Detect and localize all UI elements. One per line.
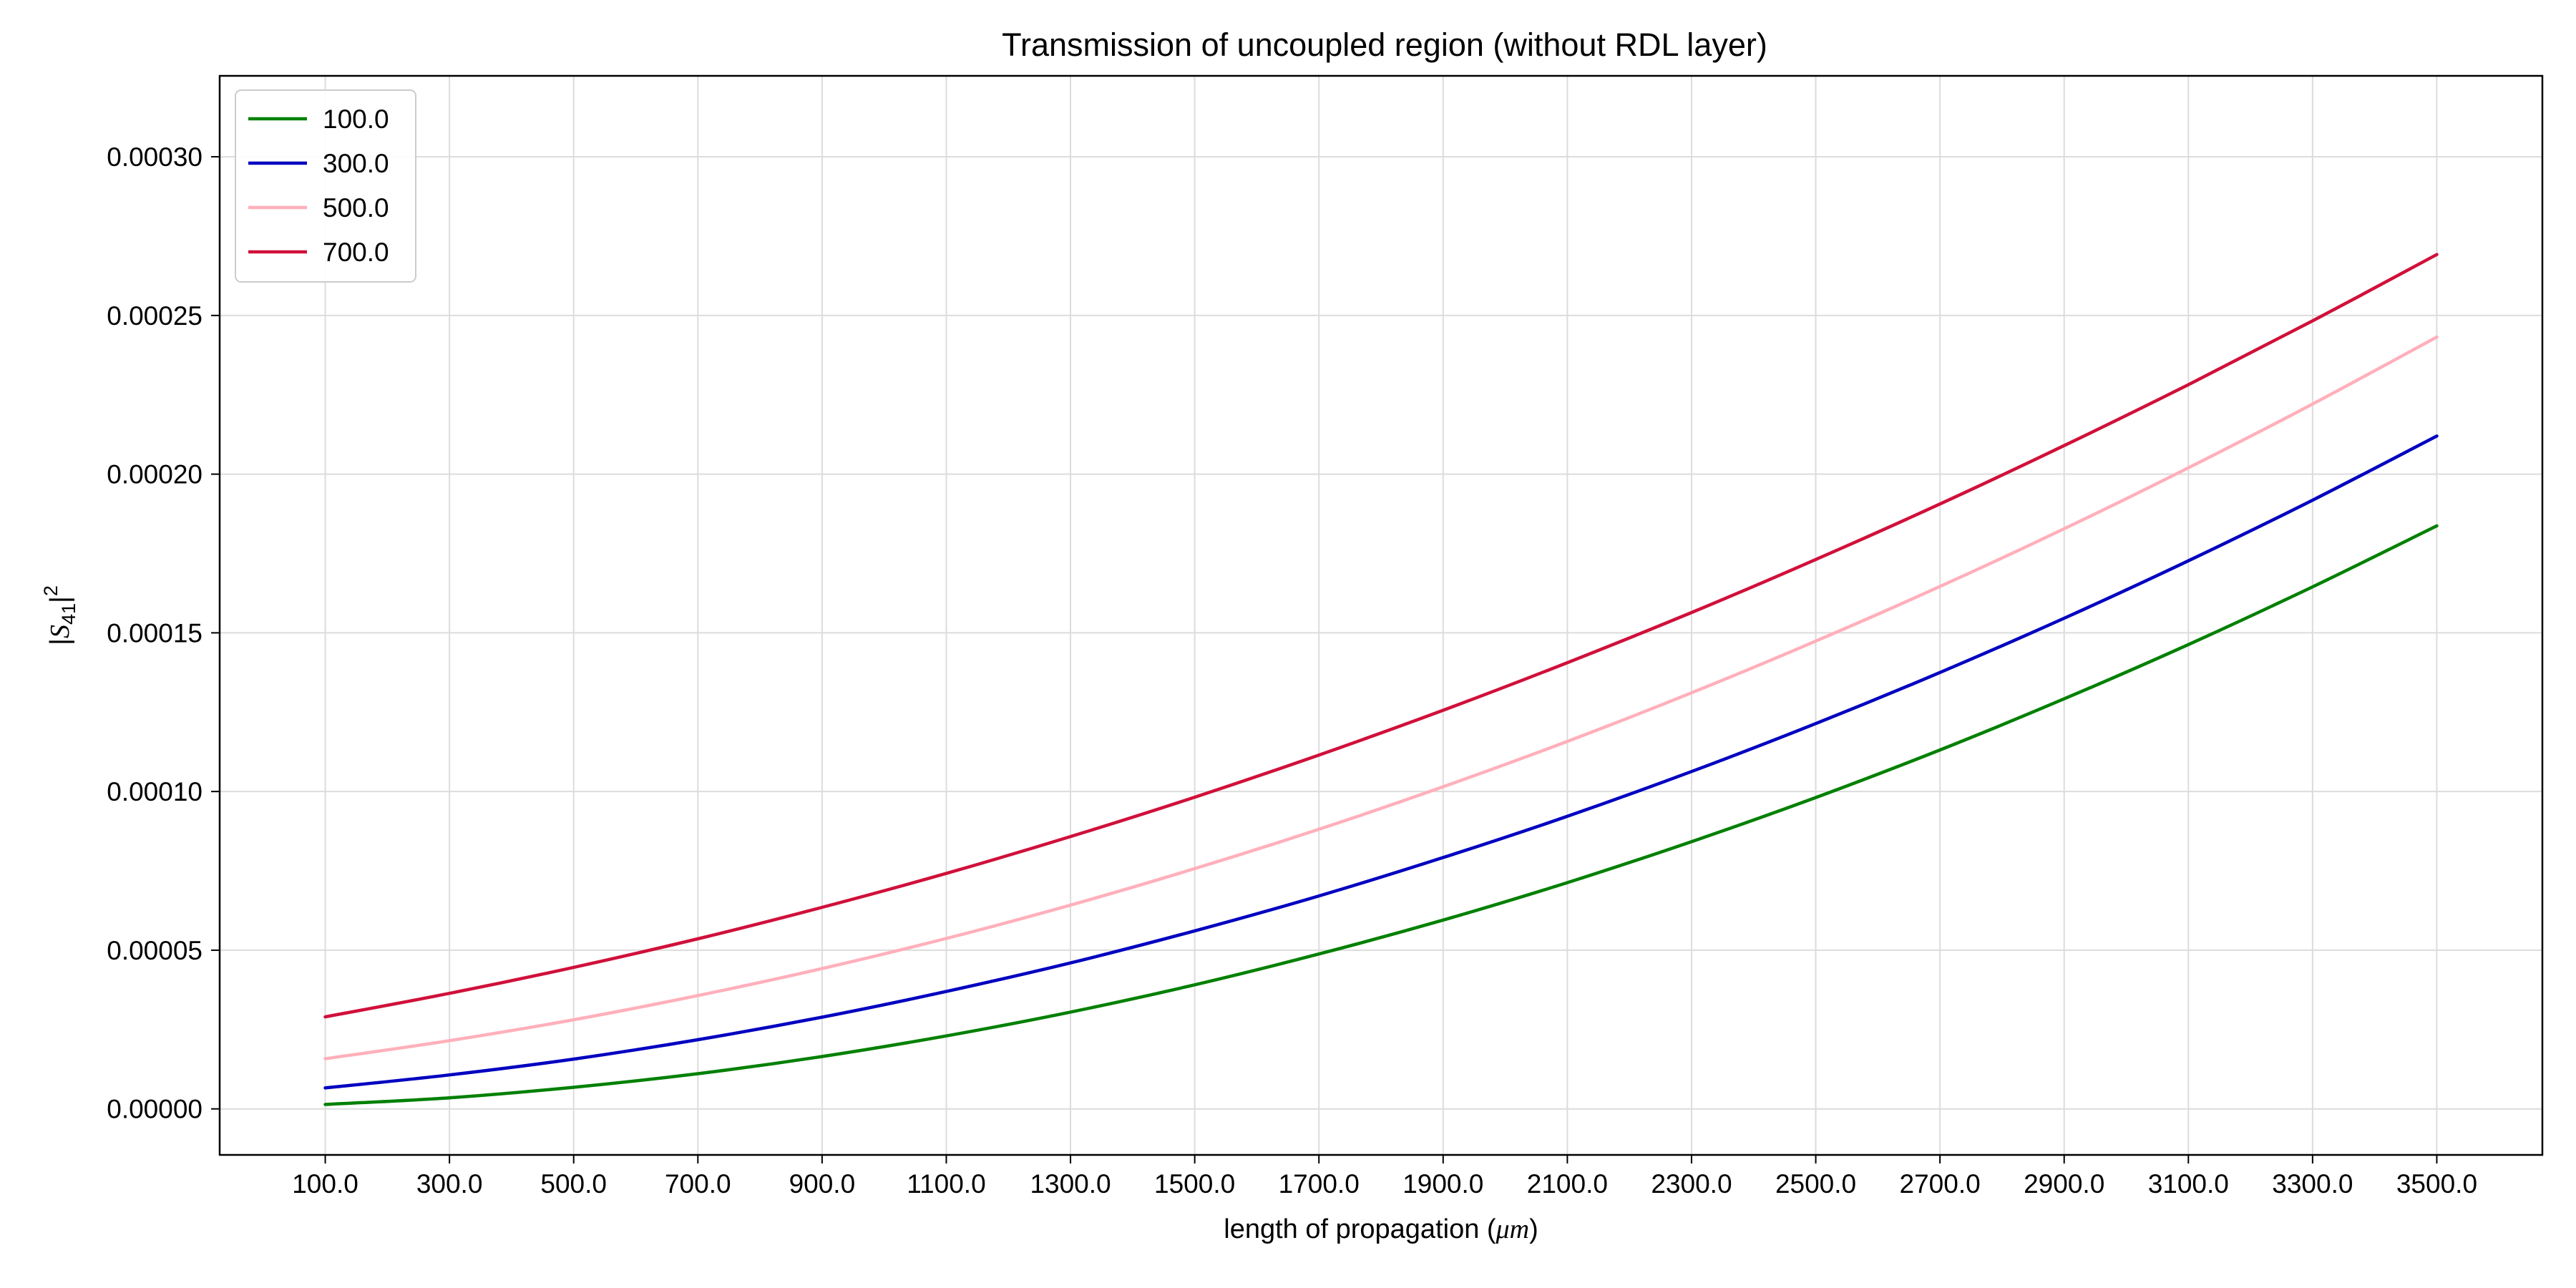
x-tick-label: 2100.0 — [1527, 1169, 1608, 1199]
legend-label-2: 500.0 — [323, 193, 389, 223]
x-axis-ticks: 100.0 300.0 500.0 700.0 900.0 1100.0 1300.0 150… — [292, 1155, 2477, 1199]
plot-area — [220, 76, 2542, 1155]
x-tick-label: 100.0 — [292, 1169, 358, 1199]
x-tick-label: 300.0 — [416, 1169, 483, 1199]
y-gridlines — [220, 156, 2542, 1110]
x-tick-label: 2500.0 — [1775, 1169, 1856, 1199]
y-tick-label: 0.00015 — [107, 618, 203, 648]
y-tick-label: 0.00025 — [107, 301, 203, 331]
x-axis-label-text: length of propagation ( — [1224, 1214, 1496, 1244]
x-tick-label: 1700.0 — [1279, 1169, 1360, 1199]
series-line-2 — [323, 335, 2439, 1060]
y-tick-label: 0.00005 — [107, 936, 203, 965]
x-tick-label: 3500.0 — [2396, 1169, 2477, 1199]
y-tick-label: 0.00010 — [107, 777, 203, 806]
x-tick-label: 1500.0 — [1154, 1169, 1235, 1199]
x-tick-label: 3300.0 — [2272, 1169, 2353, 1199]
x-gridlines — [324, 76, 2438, 1155]
y-tick-label: 0.00030 — [107, 142, 203, 172]
x-tick-label: 3100.0 — [2148, 1169, 2229, 1199]
y-tick-label: 0.00020 — [107, 460, 203, 489]
y-axis-label-subscript: 41 — [58, 603, 79, 625]
legend: 100.0 300.0 500.0 700.0 — [235, 89, 416, 283]
x-tick-label: 700.0 — [665, 1169, 731, 1199]
series-line-0 — [323, 524, 2439, 1106]
series-lines — [323, 253, 2439, 1106]
x-tick-label: 1900.0 — [1402, 1169, 1483, 1199]
x-axis-label-close: ) — [1529, 1214, 1538, 1244]
y-axis-label-superscript: 2 — [40, 585, 62, 596]
x-axis-label-unit: μm — [1496, 1214, 1530, 1244]
x-axis-label: length of propagation (μm) — [1224, 1214, 1538, 1244]
plot-border — [218, 74, 2544, 1156]
x-tick-label: 2700.0 — [1900, 1169, 1981, 1199]
legend-label-0: 100.0 — [323, 104, 389, 134]
y-axis-ticks: 0.00000 0.00005 0.00010 0.00015 0.00020 0.000… — [107, 142, 220, 1124]
legend-label-1: 300.0 — [323, 149, 389, 178]
y-axis-label-open: | — [45, 638, 75, 645]
y-axis-label: |S41|2 — [40, 585, 79, 645]
chart-title: Transmission of uncoupled region (withou… — [1002, 26, 1767, 63]
y-tick-label: 0.00000 — [107, 1095, 203, 1124]
series-line-1 — [323, 434, 2439, 1090]
x-tick-label: 2300.0 — [1651, 1169, 1732, 1199]
x-tick-label: 900.0 — [789, 1169, 856, 1199]
x-tick-label: 2900.0 — [2024, 1169, 2104, 1199]
x-tick-label: 1300.0 — [1030, 1169, 1111, 1199]
x-tick-label: 1100.0 — [907, 1169, 985, 1199]
series-line-3 — [323, 253, 2439, 1019]
y-axis-label-symbol: S — [45, 625, 75, 638]
legend-box — [235, 89, 416, 283]
x-tick-label: 500.0 — [540, 1169, 607, 1199]
y-axis-label-close: | — [45, 596, 75, 603]
legend-label-3: 700.0 — [323, 238, 389, 267]
